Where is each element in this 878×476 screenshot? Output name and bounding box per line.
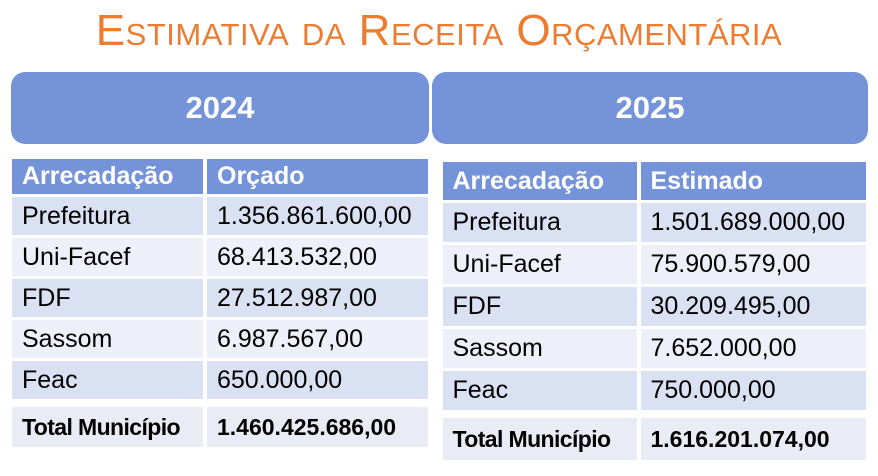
total-label-cell: Total Município — [442, 418, 637, 461]
row-label-cell: Prefeitura — [12, 197, 203, 236]
table-2024: Arrecadação Orçado Prefeitura 1.356.861.… — [12, 159, 428, 448]
row-label-cell: Uni-Facef — [442, 245, 637, 285]
row-value-cell: 750.000,00 — [640, 371, 866, 411]
row-value-cell: 1.501.689.000,00 — [640, 203, 866, 243]
header-cell-arrecadacao: Arrecadação — [442, 162, 637, 201]
row-label-cell: FDF — [442, 287, 637, 327]
header-cell-estimado: Estimado — [640, 162, 866, 201]
total-value-cell: 1.616.201.074,00 — [640, 418, 866, 461]
year-banner-2025: 2025 — [432, 72, 868, 145]
year-banner-2024-label: 2024 — [185, 90, 255, 126]
row-label-cell: Uni-Facef — [12, 238, 203, 277]
tables-area: Arrecadação Orçado Prefeitura 1.356.861.… — [12, 159, 866, 461]
row-label-cell: Feac — [442, 371, 637, 411]
row-value-cell: 7.652.000,00 — [640, 329, 866, 369]
row-value-cell: 650.000,00 — [207, 361, 428, 400]
header-cell-orcado: Orçado — [207, 159, 428, 195]
row-label-cell: FDF — [12, 279, 203, 318]
total-label-cell: Total Município — [12, 407, 203, 448]
row-value-cell: 1.356.861.600,00 — [207, 197, 428, 236]
row-label-cell: Feac — [12, 361, 203, 400]
row-value-cell: 30.209.495,00 — [640, 287, 866, 327]
row-value-cell: 68.413.532,00 — [207, 238, 428, 277]
row-label-cell: Sassom — [442, 329, 637, 369]
page-title: Estimativa da Receita Orçamentária — [95, 6, 783, 55]
row-label-cell: Sassom — [12, 320, 203, 359]
row-value-cell: 6.987.567,00 — [207, 320, 428, 359]
year-banner-2025-label: 2025 — [615, 90, 685, 126]
header-cell-arrecadacao: Arrecadação — [12, 159, 203, 195]
row-value-cell: 27.512.987,00 — [207, 279, 428, 318]
row-label-cell: Prefeitura — [442, 203, 637, 243]
year-banner-2024: 2024 — [11, 72, 429, 145]
year-banners: 2024 2025 — [11, 72, 868, 145]
row-value-cell: 75.900.579,00 — [640, 245, 866, 285]
total-value-cell: 1.460.425.686,00 — [207, 407, 428, 448]
slide: Estimativa da Receita Orçamentária 2024 … — [0, 6, 878, 461]
table-2025: Arrecadação Estimado Prefeitura 1.501.68… — [442, 162, 866, 461]
